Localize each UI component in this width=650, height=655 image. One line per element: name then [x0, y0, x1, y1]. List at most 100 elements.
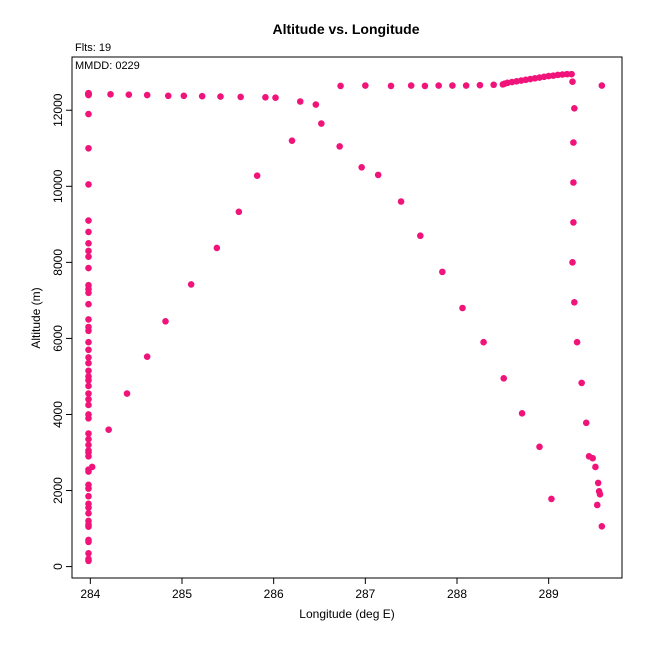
data-point [85, 300, 92, 308]
data-point [571, 298, 578, 306]
x-tick-label: 289 [539, 587, 559, 601]
data-point [407, 82, 415, 89]
data-point [272, 94, 279, 101]
data-point [593, 501, 601, 509]
data-point [85, 549, 92, 557]
data-point [571, 105, 578, 112]
data-point [435, 82, 442, 89]
data-point [85, 281, 92, 289]
data-point [85, 110, 92, 118]
data-point [598, 82, 606, 89]
data-point [85, 367, 92, 375]
data-point [125, 91, 133, 98]
data-point [85, 323, 92, 331]
data-point [253, 172, 261, 179]
data-point [85, 373, 92, 380]
data-point [85, 253, 92, 260]
data-point [198, 92, 206, 100]
data-point [582, 419, 590, 427]
data-point [235, 208, 243, 216]
y-tick-label: 12000 [51, 93, 65, 127]
data-point [85, 228, 92, 236]
data-point [573, 338, 581, 346]
data-point [85, 555, 92, 563]
data-point [85, 144, 92, 152]
data-point [85, 447, 92, 454]
data-point [500, 375, 508, 382]
data-point [459, 304, 466, 312]
data-point [88, 463, 96, 471]
data-point [85, 441, 92, 449]
data-point [85, 517, 92, 525]
x-tick-label: 287 [355, 587, 375, 601]
data-point [85, 435, 92, 443]
data-point [596, 491, 604, 498]
data-point [85, 359, 92, 367]
data-point [387, 82, 395, 90]
data-point [362, 82, 369, 89]
data-point [105, 426, 112, 433]
x-tick-label: 285 [172, 587, 192, 601]
y-tick-label: 8000 [51, 249, 65, 276]
data-point [594, 479, 602, 487]
data-point [490, 81, 497, 89]
data-point [123, 390, 131, 397]
data-point [85, 240, 92, 247]
data-point [85, 346, 92, 354]
data-point [85, 492, 92, 500]
x-tick-label: 284 [80, 587, 100, 601]
data-point [85, 411, 92, 418]
data-point [85, 264, 92, 272]
data-point [569, 78, 576, 86]
x-axis-label: Longitude (deg E) [299, 607, 394, 621]
data-point [85, 316, 92, 323]
y-tick-label: 0 [51, 563, 65, 570]
y-tick-label: 10000 [51, 169, 65, 203]
data-point [85, 430, 92, 437]
data-point [421, 82, 429, 90]
data-point [476, 81, 484, 89]
data-point [589, 454, 596, 462]
flights-annotation: Flts: 19 [75, 42, 111, 54]
chart-title: Altitude vs. Longitude [273, 21, 420, 37]
y-axis-label: Altitude (m) [29, 287, 43, 348]
y-axis: 0 2000 4000 6000 8000 10000 12000 [51, 93, 73, 570]
data-point [85, 90, 92, 98]
data-point [85, 481, 92, 489]
data-point [85, 181, 92, 188]
data-point [439, 268, 446, 276]
data-point [536, 443, 543, 451]
data-point [143, 353, 151, 360]
data-point [548, 495, 555, 503]
data-point [213, 244, 221, 252]
data-point [462, 82, 470, 89]
data-point [570, 179, 577, 186]
data-point [180, 92, 188, 100]
data-point [85, 395, 92, 403]
data-point [358, 163, 365, 171]
data-point [85, 500, 92, 508]
data-point [85, 510, 92, 517]
data-point [237, 93, 244, 101]
data-point [318, 120, 325, 127]
x-tick-label: 286 [264, 587, 284, 601]
date-annotation: MMDD: 0229 [75, 60, 140, 72]
data-point [518, 410, 526, 417]
data-point [85, 217, 92, 224]
data-point [449, 82, 456, 89]
data-point [85, 382, 92, 390]
data-point [162, 318, 169, 325]
data-point [312, 101, 320, 108]
data-point [107, 90, 114, 98]
data-point [337, 82, 344, 90]
data-point [85, 338, 92, 346]
data-point [568, 70, 575, 78]
data-point [578, 379, 585, 387]
data-point [143, 91, 151, 99]
data-point [570, 139, 577, 146]
data-point [85, 390, 92, 397]
y-tick-label: 2000 [51, 477, 65, 504]
data-point [85, 536, 92, 544]
data-point [598, 522, 606, 530]
